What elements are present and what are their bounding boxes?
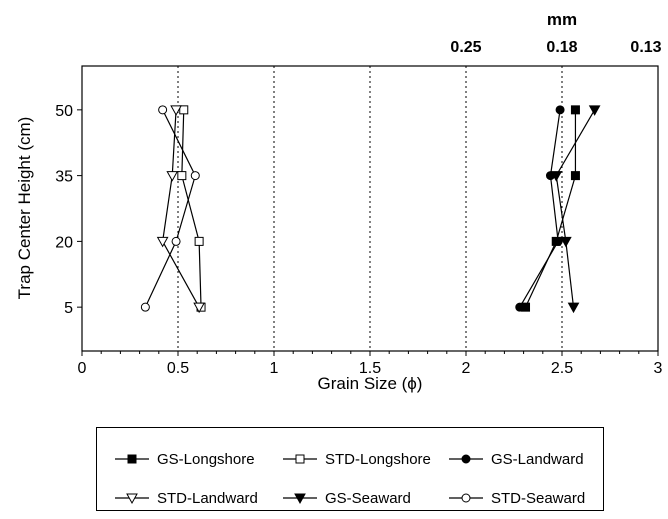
data-point — [158, 105, 168, 115]
data-point — [126, 493, 138, 505]
legend: GS-Longshore STD-Longshore GS-Landward STD-… — [96, 427, 604, 511]
data-point — [171, 236, 181, 246]
series-std-longshore — [177, 105, 206, 312]
x-tick-label: 3 — [654, 360, 663, 377]
y-tick-label: 35 — [55, 169, 73, 186]
series-line — [524, 109, 577, 308]
x-tick-label: 2 — [462, 360, 471, 377]
series-line — [144, 109, 196, 308]
data-point — [179, 105, 189, 115]
data-point — [193, 302, 205, 314]
legend-label: STD-Seaward — [491, 490, 585, 507]
legend-label: GS-Seaward — [325, 490, 411, 507]
top-axis-unit-label: mm — [547, 10, 577, 29]
data-point — [190, 171, 200, 181]
series-line — [555, 109, 596, 308]
data-point — [166, 171, 179, 182]
data-point — [553, 236, 563, 246]
x-tick-label: 1.5 — [359, 360, 381, 377]
x-tick-label: 0 — [78, 360, 87, 377]
legend-label: STD-Landward — [157, 490, 258, 507]
data-point — [194, 236, 204, 246]
legend-label: GS-Landward — [491, 451, 584, 468]
data-point — [515, 302, 525, 312]
data-point — [588, 105, 601, 116]
series-line — [519, 109, 561, 308]
data-point — [156, 236, 169, 248]
top-tick-label: 0.13 — [630, 39, 661, 56]
legend-item: GS-Longshore — [115, 451, 255, 468]
top-axis: 0.25 0.18 0.13 — [450, 39, 661, 56]
data-point — [570, 171, 580, 181]
series-gs-seaward — [550, 105, 601, 314]
legend-item: STD-Seaward — [449, 490, 585, 507]
data-point — [177, 171, 187, 181]
x-tick-label: 0.5 — [167, 360, 189, 377]
data-point — [461, 493, 471, 503]
series-std-seaward — [140, 105, 200, 312]
y-tick-label: 20 — [55, 234, 73, 251]
data-point — [555, 105, 565, 115]
legend-label: STD-Longshore — [325, 451, 431, 468]
series-line — [181, 109, 202, 308]
legend-item: STD-Landward — [115, 490, 258, 507]
data-point — [170, 105, 182, 116]
legend-item: GS-Landward — [449, 451, 584, 468]
top-tick-label: 0.25 — [450, 39, 481, 56]
y-axis: 5 20 35 50 — [55, 103, 82, 317]
series-std-landward — [156, 105, 205, 314]
data-point — [140, 302, 150, 312]
legend-item: GS-Seaward — [283, 490, 411, 507]
y-tick-label: 50 — [55, 103, 73, 120]
data-point — [559, 236, 572, 248]
top-tick-label: 0.18 — [546, 39, 577, 56]
x-tick-label: 2.5 — [551, 360, 573, 377]
data-point — [127, 454, 137, 464]
data-point — [567, 302, 580, 314]
series-layer — [140, 105, 601, 314]
legend-items: GS-Longshore STD-Longshore GS-Landward STD-… — [115, 451, 585, 507]
data-point — [294, 493, 306, 505]
y-tick-label: 5 — [64, 300, 73, 317]
data-point — [550, 171, 563, 182]
x-axis-label: Grain Size (ϕ) — [318, 374, 423, 393]
data-point — [295, 454, 305, 464]
x-axis: 0 0.5 1 1.5 2 2.5 3 — [78, 351, 663, 377]
legend-item: STD-Longshore — [283, 451, 431, 468]
gridlines — [177, 66, 563, 351]
legend-label: GS-Longshore — [157, 451, 255, 468]
y-axis-label: Trap Center Height (cm) — [15, 117, 34, 300]
data-point — [461, 454, 471, 464]
series-line — [162, 109, 200, 308]
x-tick-label: 1 — [270, 360, 279, 377]
data-point — [570, 105, 580, 115]
series-gs-landward — [515, 105, 565, 312]
